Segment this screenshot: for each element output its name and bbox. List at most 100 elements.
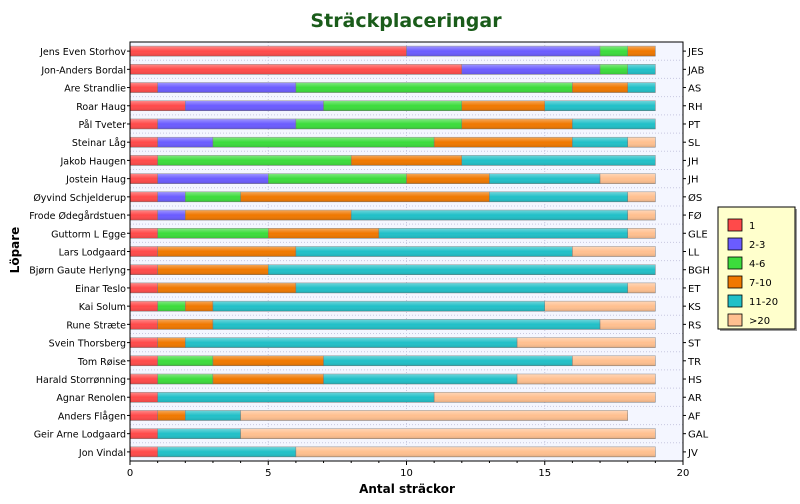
category-label: Harald Storrønning	[36, 375, 126, 386]
bar-segment	[572, 246, 656, 257]
initials-label: GAL	[688, 430, 709, 441]
initials-label: PT	[688, 120, 701, 131]
bar-segment	[212, 136, 435, 148]
bar-segment	[185, 191, 241, 203]
bar-segment	[323, 355, 573, 367]
bar-segment	[157, 355, 214, 367]
bar-segment	[268, 264, 656, 275]
bar-segment	[627, 82, 656, 93]
bar-segment	[572, 82, 628, 93]
initials-label: AF	[688, 411, 701, 422]
bar-segment	[406, 173, 490, 184]
bar-segment	[129, 355, 158, 367]
bar-segment	[129, 428, 158, 439]
category-label: Geir Arne Lodgaard	[34, 430, 126, 441]
bar-segment	[627, 209, 656, 221]
legend-label: 1	[749, 221, 755, 232]
bar-segment	[268, 228, 380, 239]
bar-segment	[129, 282, 158, 294]
bar-segment	[157, 446, 297, 458]
x-tick-label: 5	[265, 468, 271, 479]
bar-segment	[295, 118, 463, 130]
bar-segment	[129, 228, 158, 239]
bar-segment	[516, 337, 656, 348]
bar-segment	[157, 246, 297, 257]
bar-segment	[185, 100, 324, 112]
category-label: Svein Thorsberg	[49, 339, 126, 350]
bar-segment	[627, 64, 656, 75]
category-label: Rune Stræte	[66, 320, 126, 331]
x-tick-label: 0	[127, 468, 133, 479]
bar-segment	[572, 118, 656, 130]
initials-label: LL	[688, 248, 700, 259]
bar-segment	[489, 173, 601, 184]
y-axis-label: Löpare	[8, 227, 22, 274]
bar-segment	[461, 100, 545, 112]
x-tick-label: 10	[400, 468, 413, 479]
legend-swatch	[727, 313, 743, 327]
bar-segment	[599, 45, 628, 57]
category-label: Pål Tveter	[78, 120, 126, 131]
bar-segment	[129, 319, 158, 330]
category-label: Anders Flågen	[58, 411, 126, 422]
category-label: Einar Teslo	[75, 284, 126, 295]
bar-segment	[185, 209, 352, 221]
bar-segment	[268, 173, 407, 184]
bar-segment	[157, 228, 269, 239]
category-label: Jon-Anders Bordal	[40, 65, 126, 76]
bar-segment	[572, 136, 628, 148]
category-label: Steinar Låg	[72, 138, 126, 149]
legend-label: 11-20	[749, 297, 778, 308]
bar-segment	[433, 391, 656, 403]
bar-segment	[129, 446, 158, 458]
bar-segment	[157, 173, 269, 184]
bar-segment	[627, 282, 656, 294]
bar-segment	[599, 319, 656, 330]
x-tick-label: 15	[538, 468, 551, 479]
bar-segment	[129, 246, 158, 257]
category-label: Jens Even Storhov	[39, 47, 126, 58]
category-label: Agnar Renolen	[56, 393, 126, 404]
bar-segment	[157, 82, 297, 93]
bar-segment	[129, 191, 158, 203]
category-label: Roar Haug	[76, 102, 126, 113]
initials-label: ØS	[688, 192, 702, 204]
initials-label: JES	[687, 47, 704, 58]
legend-swatch	[727, 275, 743, 289]
legend-swatch	[727, 256, 743, 270]
category-label: Jostein Haug	[65, 175, 126, 186]
initials-label: AS	[688, 84, 701, 95]
bar-segment	[157, 410, 186, 421]
bar-segment	[212, 373, 324, 385]
initials-label: JAB	[687, 65, 705, 76]
bar-segment	[212, 319, 601, 330]
legend-label: 4-6	[749, 259, 765, 270]
bar-segment	[157, 300, 186, 312]
category-label: Tom Røise	[77, 357, 126, 368]
bar-segment	[627, 45, 656, 57]
bar-segment	[129, 100, 186, 112]
bar-segment	[157, 373, 214, 385]
bar-segment	[516, 373, 656, 385]
bar-segment	[129, 118, 158, 130]
bar-segment	[295, 82, 573, 93]
bar-segment	[599, 173, 656, 184]
category-label: Guttorm L Egge	[51, 229, 126, 240]
bar-segment	[129, 173, 158, 184]
bar-segment	[544, 100, 656, 112]
bar-segment	[295, 282, 628, 294]
initials-label: RS	[688, 320, 701, 331]
bar-segment	[129, 155, 158, 166]
category-label: Øyvind Schjelderup	[33, 193, 126, 204]
bar-segment	[157, 191, 186, 203]
legend-swatch	[727, 237, 743, 251]
bar-segment	[157, 155, 352, 166]
initials-label: ET	[688, 284, 701, 295]
bar-segment	[433, 136, 573, 148]
bar-segment	[461, 155, 656, 166]
bar-segment	[157, 282, 297, 294]
bar-segment	[572, 355, 656, 367]
bar-segment	[157, 319, 214, 330]
plot-area: Jens Even Storhov JES Jon-Anders Bordal JAB…	[29, 41, 710, 479]
category-label: Jakob Haugen	[59, 156, 126, 167]
